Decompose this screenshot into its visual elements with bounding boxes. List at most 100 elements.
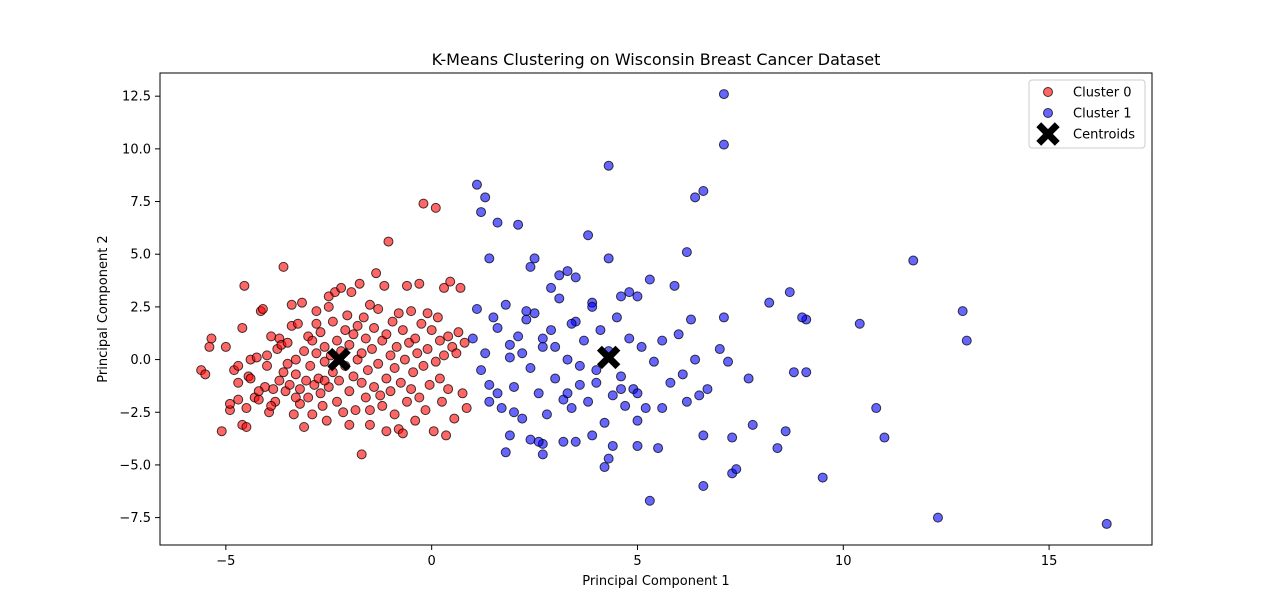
- data-point: [525, 363, 536, 373]
- data-point: [685, 314, 696, 325]
- data-point: [784, 287, 795, 298]
- data-point: [356, 348, 367, 359]
- data-point: [459, 337, 470, 348]
- data-point: [290, 369, 301, 380]
- data-point: [418, 360, 429, 371]
- data-point: [383, 236, 394, 247]
- data-point: [369, 322, 380, 333]
- data-point: [714, 344, 725, 355]
- data-point: [253, 394, 264, 405]
- data-point: [348, 329, 359, 340]
- data-point: [430, 356, 441, 367]
- data-point: [315, 388, 326, 399]
- data-point: [317, 400, 328, 411]
- data-point: [348, 371, 359, 382]
- data-point: [496, 403, 507, 414]
- data-point: [439, 282, 450, 293]
- legend-label: Centroids: [1073, 128, 1135, 143]
- data-point: [290, 354, 301, 365]
- data-point: [681, 396, 692, 407]
- data-point: [587, 430, 598, 441]
- chart-title: K-Means Clustering on Wisconsin Breast C…: [432, 50, 881, 69]
- data-point: [344, 386, 355, 397]
- data-point: [504, 430, 515, 441]
- data-point: [352, 320, 363, 331]
- data-point: [288, 409, 299, 420]
- data-point: [521, 306, 532, 317]
- data-point: [358, 312, 369, 323]
- data-point: [292, 318, 303, 329]
- data-point: [537, 333, 548, 344]
- data-point: [299, 422, 310, 432]
- data-point: [266, 331, 277, 342]
- y-tick-label: 12.5: [122, 90, 151, 105]
- y-tick-label: −7.5: [119, 511, 151, 526]
- data-point: [500, 447, 511, 458]
- data-point: [492, 217, 503, 228]
- data-point: [603, 160, 614, 171]
- data-point: [731, 464, 742, 475]
- data-point: [334, 375, 345, 386]
- data-point: [599, 462, 610, 473]
- y-tick-label: 5.0: [130, 248, 151, 263]
- data-point: [599, 417, 610, 428]
- data-point: [342, 310, 353, 321]
- data-point: [648, 356, 659, 367]
- data-point: [636, 341, 647, 352]
- data-point: [591, 365, 602, 376]
- data-point: [533, 388, 544, 399]
- data-point: [570, 436, 581, 447]
- data-point: [323, 291, 334, 302]
- data-point: [434, 373, 445, 384]
- data-point: [484, 253, 495, 264]
- data-point: [336, 282, 347, 293]
- data-point: [640, 403, 651, 414]
- data-point: [681, 247, 692, 258]
- data-point: [360, 333, 371, 344]
- data-point: [381, 426, 392, 437]
- data-point: [533, 436, 544, 447]
- data-point: [381, 329, 392, 340]
- data-point: [434, 335, 445, 346]
- data-point: [632, 388, 643, 399]
- centroid-marker: [327, 347, 351, 372]
- data-point: [537, 341, 548, 352]
- data-point: [360, 392, 371, 403]
- legend-label: Cluster 0: [1073, 86, 1132, 101]
- data-point: [484, 379, 495, 390]
- data-point: [268, 384, 279, 395]
- y-tick-label: −5.0: [119, 458, 151, 473]
- data-point: [233, 394, 244, 405]
- data-point: [566, 403, 577, 414]
- data-point: [430, 202, 441, 213]
- data-point: [426, 325, 437, 336]
- legend-frame: [1028, 79, 1146, 149]
- data-point: [282, 337, 293, 348]
- data-point: [632, 415, 643, 426]
- data-point: [570, 272, 581, 283]
- data-point: [476, 365, 487, 376]
- y-tick-label: 0.0: [130, 353, 151, 368]
- data-point: [436, 396, 447, 407]
- data-point: [344, 339, 355, 350]
- data-point: [797, 312, 808, 323]
- y-tick-label: 10.0: [122, 142, 151, 157]
- data-point: [607, 390, 618, 401]
- data-point: [525, 261, 536, 272]
- data-point: [366, 344, 377, 355]
- data-point: [233, 377, 244, 388]
- data-point: [595, 325, 606, 336]
- data-point: [422, 308, 433, 319]
- data-point: [529, 308, 540, 319]
- data-point: [583, 396, 594, 407]
- legend-marker-cluster-1: [1043, 108, 1053, 118]
- data-point: [669, 280, 680, 291]
- data-point: [241, 422, 252, 432]
- data-point: [546, 282, 557, 293]
- data-point: [632, 440, 643, 451]
- data-point: [554, 270, 565, 281]
- data-point: [583, 230, 594, 241]
- data-point: [457, 388, 468, 399]
- data-point: [379, 280, 390, 291]
- data-point: [566, 318, 577, 329]
